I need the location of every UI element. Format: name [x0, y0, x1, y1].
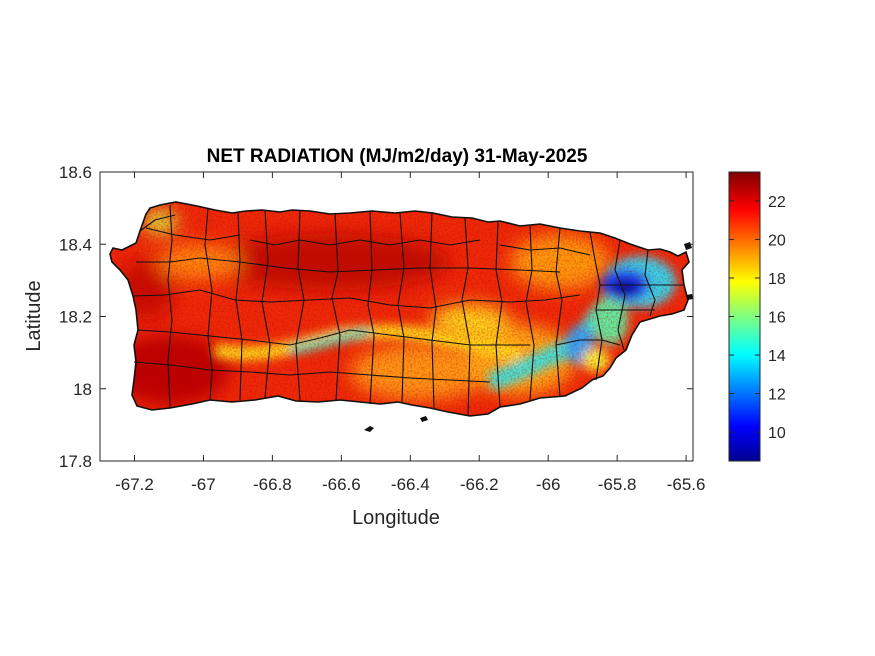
x-tick-label: -67.2 — [115, 475, 154, 494]
y-tick-label: 18.6 — [59, 163, 92, 182]
y-tick-label: 17.8 — [59, 452, 92, 471]
x-tick-label: -66 — [536, 475, 561, 494]
y-ticks: 17.8 18 18.2 18.4 18.6 — [59, 163, 693, 471]
islet-south — [364, 426, 374, 432]
x-tick-label: -65.6 — [667, 475, 706, 494]
x-tick-label: -67 — [191, 475, 216, 494]
y-tick-label: 18.4 — [59, 235, 92, 254]
x-axis-label: Longitude — [352, 507, 440, 529]
colorbar-tick-label: 22 — [768, 194, 786, 211]
islet-southeast — [420, 416, 428, 422]
x-tick-label: -65.8 — [598, 475, 637, 494]
colorbar-tick-label: 18 — [768, 271, 786, 288]
y-axis-label: Latitude — [23, 280, 45, 351]
x-tick-label: -66.8 — [253, 475, 292, 494]
colorbar-tick-label: 12 — [768, 387, 786, 404]
map-title: NET RADIATION (MJ/m2/day) 31-May-2025 — [207, 146, 588, 167]
islet-east-2 — [686, 294, 693, 300]
x-ticks: -67.2 -67 -66.8 -66.6 -66.4 -66.2 -66 -65.8 -65.… — [115, 172, 705, 494]
x-tick-label: -66.4 — [391, 475, 430, 494]
colorbar-tick-label: 16 — [768, 310, 786, 327]
colorbar-tick-label: 14 — [768, 348, 786, 365]
colorbar-gradient — [728, 171, 761, 462]
municipal-boundaries — [132, 204, 684, 417]
colorbar-tick-label: 20 — [768, 232, 786, 249]
x-tick-label: -66.2 — [460, 475, 499, 494]
colorbar-ticks: 10 12 14 16 18 20 22 — [729, 194, 786, 442]
map-axes: -67.2 -67 -66.8 -66.6 -66.4 -66.2 -66 -65.8 -65.… — [59, 163, 706, 494]
y-tick-label: 18 — [73, 380, 92, 399]
x-tick-label: -66.6 — [322, 475, 361, 494]
y-tick-label: 18.2 — [59, 308, 92, 327]
colorbar: 10 12 14 16 18 20 22 — [728, 171, 786, 462]
island-outline — [109, 201, 690, 417]
colorbar-tick-label: 10 — [768, 425, 786, 442]
radiation-field — [110, 202, 689, 416]
